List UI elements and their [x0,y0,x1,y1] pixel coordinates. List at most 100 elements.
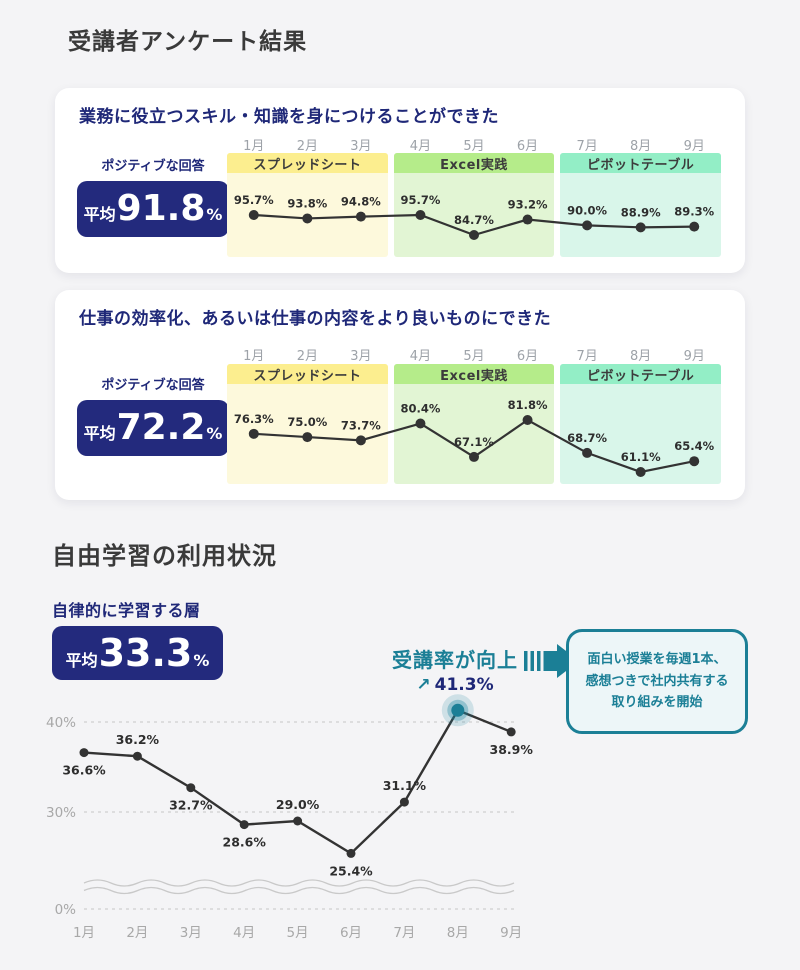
month-label: 1月 [243,349,265,364]
data-point [469,230,479,240]
data-label: 93.8% [287,196,327,210]
x-axis-label: 9月 [500,925,522,941]
free-average-badge: 平均33.3% [52,626,223,680]
data-point [302,213,313,224]
data-label: 61.1% [621,450,661,464]
data-point [239,820,249,830]
callout-line: 感想つきで社内共有する [585,673,729,689]
arrow-body [543,651,558,671]
month-label: 3月 [350,139,372,154]
phase-band-label: スプレッドシート [227,153,388,173]
data-label: 67.1% [454,435,494,449]
x-axis-label: 4月 [233,925,255,941]
data-label: 84.7% [454,213,494,227]
data-label: 73.7% [341,418,381,432]
month-label: 1月 [243,139,265,154]
x-axis-label: 3月 [180,925,202,941]
survey-card-skills: 業務に役立つスキル・知識を身につけることができた ポジティブな回答 平均91.8… [55,88,745,273]
month-label: 7月 [576,349,598,364]
data-point [132,751,142,761]
page-title: 受講者アンケート結果 [68,29,308,55]
phase-band: スプレッドシート [227,153,388,257]
month-label: 9月 [683,349,705,364]
month-label: 6月 [516,349,539,364]
survey-card-efficiency-body: ポジティブな回答 平均72.2% 1月 2月 3月 4月 5月 6月 7月 8月 9月 スプレッド… [77,345,721,484]
data-point [399,797,409,807]
data-label: 80.4% [400,402,440,416]
data-label: 28.6% [223,835,267,850]
data-label: 31.1% [383,778,427,793]
arrow-speed-bar [537,651,541,671]
survey-card-skills-body: ポジティブな回答 平均91.8% 1月 2月 3月 4月 5月 6月 7月 8月 9月 スプレッド… [77,135,721,257]
data-point [635,467,646,477]
stat-prefix: 平均 [83,423,116,443]
callout-box: 面白い授業を毎週1本、 感想つきで社内共有する 取り組みを開始 [566,629,748,734]
phase-band-label: スプレッドシート [227,364,388,384]
survey-card-efficiency: 仕事の効率化、あるいは仕事の内容をより良いものにできた ポジティブな回答 平均7… [55,290,745,500]
month-label: 4月 [409,349,432,364]
data-point [355,211,366,222]
x-axis-label: 1月 [73,925,95,941]
skills-line-chart: 1月 2月 3月 4月 5月 6月 7月 8月 9月 スプレッドシート Excel実践 ピボットテーブ… [227,135,721,257]
data-point [302,432,313,443]
data-label: 36.6% [62,763,106,778]
data-label: 90.0% [567,203,607,217]
y-axis-label: 0% [55,902,77,918]
highlighted-data-point [451,703,465,717]
month-label: 3月 [350,349,372,364]
arrow-speed-bar [530,651,534,671]
phase-band-label: Excel実践 [393,364,555,384]
data-label: 36.2% [116,732,160,747]
free-learning-section: 40% 30% 0% 1月 2月 3月 4月 5月 6月 7月 8月 9月 36.6% 36.2% 32.7… [0,534,800,970]
phase-band: スプレッドシート [227,364,388,484]
callout-line: 面白い授業を毎週1本、 [587,652,727,668]
data-label: 32.7% [169,798,213,813]
data-point [293,816,303,826]
arrow-speed-bar [524,651,528,671]
stat-label: ポジティブな回答 [101,377,205,393]
free-learning-line-chart: 40% 30% 0% 1月 2月 3月 4月 5月 6月 7月 8月 9月 36.6% 36.2% 32.7… [46,694,534,941]
annotation: 受講率が向上 ↗ 41.3% [375,644,535,695]
data-point [522,415,533,425]
y-axis-label: 40% [46,715,76,731]
x-axis-label: 5月 [287,925,309,941]
x-axis-label: 7月 [393,925,415,941]
annotation-title: 受講率が向上 [392,648,518,672]
axis-break-wave [83,879,515,887]
data-point [522,214,533,225]
data-point [248,428,259,439]
month-label: 8月 [630,349,652,364]
annotation-value: ↗ 41.3% [375,675,535,695]
annotation-number: 41.3% [434,675,494,695]
positive-answer-stat: ポジティブな回答 平均72.2% [77,345,229,484]
month-label: 2月 [296,349,318,364]
positive-answer-stat: ポジティブな回答 平均91.8% [77,135,229,257]
survey-card-skills-title: 業務に役立つスキル・知識を身につけることができた [79,107,499,127]
trend-up-icon: ↗ [416,675,431,695]
x-axis-label: 8月 [447,925,469,941]
data-point [248,210,259,220]
data-point [582,447,593,458]
data-point [355,435,366,446]
data-label: 75.0% [287,415,327,429]
data-label: 88.9% [621,205,661,219]
month-label: 2月 [296,139,318,154]
efficiency-line-chart: 1月 2月 3月 4月 5月 6月 7月 8月 9月 スプレッドシート Excel実践 ピボットテーブ… [227,345,721,484]
phase-band-label: Excel実践 [393,153,555,173]
x-axis-label: 2月 [126,925,148,941]
phase-band: ピボットテーブル [560,153,721,257]
data-label: 29.0% [276,797,320,812]
month-label: 4月 [409,139,432,154]
data-point [689,456,700,467]
data-label: 93.2% [508,198,548,212]
data-label: 38.9% [490,742,534,757]
data-label: 25.4% [329,863,373,878]
free-stat-label: 自律的に学習する層 [52,601,201,620]
x-axis-label: 6月 [340,925,362,941]
mini-chart-svg: 95.7% 93.8% 94.8% 95.7% 84.7% 93.2% 90.0% 88.9%… [234,193,715,240]
data-point [186,783,196,793]
data-label: 95.7% [234,193,274,207]
stat-label: ポジティブな回答 [101,159,205,174]
section-heading: 自由学習の利用状況 [52,542,277,570]
stat-suffix: % [206,205,223,224]
